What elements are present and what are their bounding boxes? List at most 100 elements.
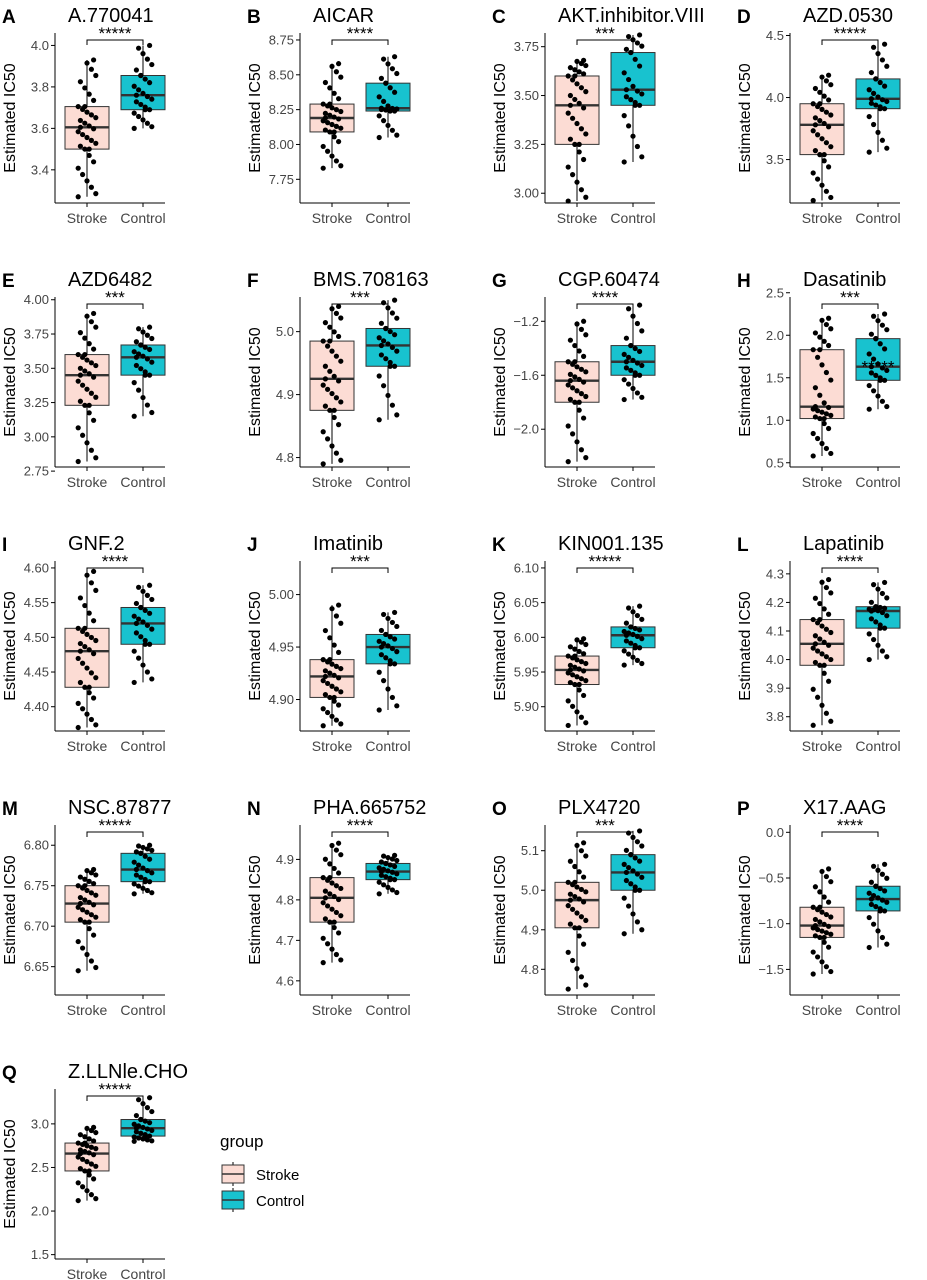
- data-point: [823, 109, 830, 115]
- x-tick-label-control: Control: [855, 738, 900, 754]
- data-point: [327, 635, 333, 641]
- y-tick-label: 4.0: [766, 652, 784, 667]
- data-point: [812, 659, 819, 666]
- data-point: [338, 108, 344, 115]
- data-point: [884, 899, 890, 905]
- data-point: [338, 125, 344, 131]
- panel-title: Lapatinib: [803, 533, 884, 555]
- data-point: [394, 412, 400, 418]
- box-control: [365, 609, 411, 713]
- data-point: [336, 422, 342, 428]
- legend-item-control: Control: [221, 1188, 304, 1212]
- data-point: [639, 328, 645, 334]
- data-point: [84, 440, 90, 446]
- data-point: [877, 885, 883, 892]
- panel-title: AICAR: [313, 5, 374, 27]
- y-axis-label: Estimated IC50: [492, 855, 509, 964]
- data-point: [149, 676, 155, 682]
- y-axis-label: Estimated IC50: [2, 591, 19, 700]
- data-point: [565, 110, 571, 116]
- data-point: [873, 619, 879, 625]
- data-point: [823, 584, 830, 591]
- data-point: [637, 102, 643, 108]
- data-point: [385, 854, 391, 861]
- data-point: [817, 934, 823, 941]
- data-point: [376, 669, 382, 675]
- data-point: [815, 907, 821, 913]
- data-point: [140, 329, 146, 335]
- data-point: [320, 101, 326, 107]
- data-point: [333, 107, 339, 113]
- data-point: [821, 921, 827, 927]
- data-point: [581, 840, 587, 846]
- data-point: [567, 644, 574, 650]
- data-point: [570, 882, 576, 888]
- data-point: [331, 114, 337, 120]
- data-point: [140, 619, 146, 625]
- data-point: [80, 660, 86, 666]
- significance-bracket: [576, 303, 634, 309]
- data-point: [823, 873, 830, 880]
- data-point: [572, 67, 578, 73]
- data-point: [136, 113, 142, 120]
- data-point: [86, 647, 92, 653]
- data-point: [826, 124, 832, 130]
- data-point: [866, 87, 872, 93]
- data-point: [91, 1176, 97, 1182]
- data-point: [86, 341, 92, 347]
- data-point: [632, 642, 638, 649]
- data-point: [86, 1172, 92, 1178]
- data-point: [578, 639, 585, 645]
- data-point: [84, 951, 90, 958]
- data-point: [578, 60, 585, 67]
- data-point: [581, 318, 587, 324]
- data-point: [581, 379, 587, 385]
- data-point: [826, 611, 832, 617]
- data-point: [565, 164, 571, 170]
- data-point: [576, 348, 582, 354]
- box-stroke: [64, 866, 110, 974]
- data-point: [578, 659, 585, 665]
- y-tick-label: 6.80: [24, 838, 49, 853]
- data-point: [565, 459, 571, 465]
- data-point: [821, 338, 827, 344]
- panel-letter: C: [492, 7, 506, 28]
- data-point: [147, 641, 153, 647]
- data-point: [572, 141, 578, 147]
- data-point: [333, 686, 339, 692]
- data-point: [86, 878, 92, 884]
- data-point: [138, 72, 144, 79]
- data-point: [634, 633, 641, 639]
- data-point: [84, 909, 90, 915]
- data-point: [823, 964, 830, 970]
- data-point: [819, 106, 825, 112]
- data-point: [630, 133, 636, 139]
- significance-stars: ****: [592, 288, 619, 307]
- panel-title: X17.AAG: [803, 797, 886, 819]
- data-point: [88, 958, 94, 964]
- data-point: [634, 360, 641, 366]
- data-point: [826, 164, 832, 170]
- data-point: [621, 159, 627, 165]
- x-tick-label-control: Control: [120, 210, 165, 226]
- significance-bracket: [821, 303, 879, 309]
- data-point: [394, 857, 400, 864]
- y-tick-label: 4.9: [276, 387, 294, 402]
- data-point: [378, 320, 384, 326]
- data-point: [565, 698, 571, 704]
- x-tick-label-stroke: Stroke: [67, 474, 108, 490]
- data-point: [812, 884, 819, 890]
- significance-bracket: [576, 831, 634, 837]
- data-point: [376, 879, 382, 885]
- data-point: [828, 326, 834, 332]
- data-point: [93, 394, 99, 400]
- data-point: [142, 369, 148, 375]
- data-point: [812, 148, 819, 154]
- data-point: [378, 342, 384, 349]
- data-point: [823, 911, 830, 918]
- box-control: [855, 311, 901, 412]
- data-point: [572, 73, 578, 79]
- significance-bracket: [331, 567, 389, 573]
- y-tick-label: 5.1: [521, 843, 539, 858]
- data-point: [91, 374, 97, 380]
